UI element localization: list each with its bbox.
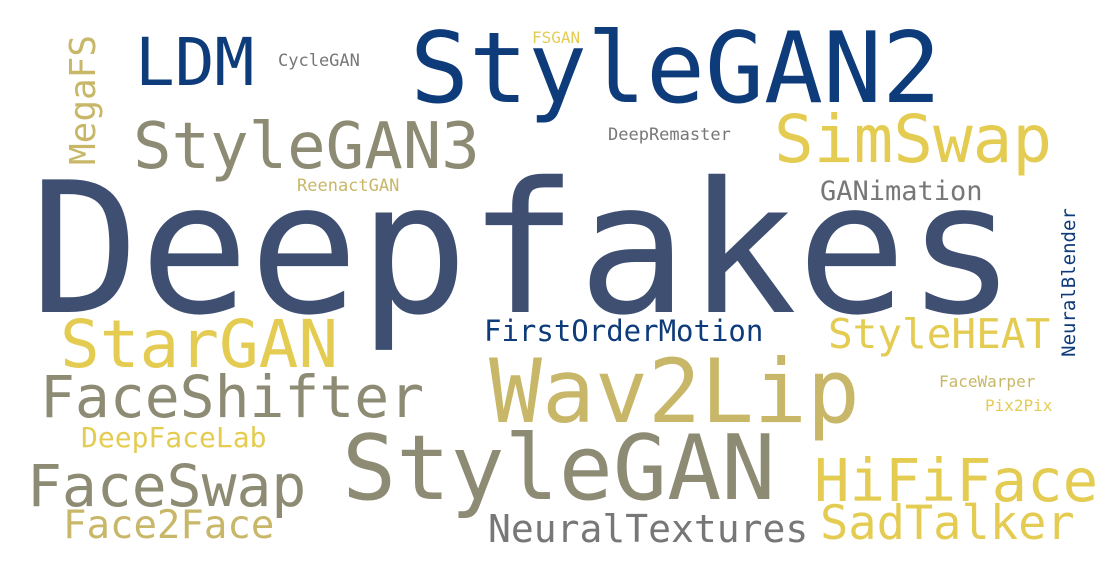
word-ldm: LDM bbox=[135, 24, 255, 101]
word-faceshifter: FaceShifter bbox=[40, 363, 425, 431]
word-faceswap: FaceSwap bbox=[27, 452, 307, 520]
word-wav2lip: Wav2Lip bbox=[489, 340, 860, 443]
word-face2face: Face2Face bbox=[63, 503, 275, 548]
word-reenactgan: ReenactGAN bbox=[297, 176, 400, 196]
word-fsgan: FSGAN bbox=[532, 28, 581, 47]
word-simswap: SimSwap bbox=[774, 101, 1053, 178]
word-pix2pix: Pix2Pix bbox=[985, 396, 1053, 415]
word-stylegan: StyleGAN bbox=[342, 416, 776, 521]
word-megafs: MegaFS bbox=[63, 34, 105, 166]
word-firstordermotion: FirstOrderMotion bbox=[484, 314, 764, 348]
word-deepremaster: DeepRemaster bbox=[608, 125, 731, 145]
word-facewarper: FaceWarper bbox=[939, 372, 1036, 391]
word-hififace: HiFiFace bbox=[814, 446, 1099, 515]
word-cyclegan: CycleGAN bbox=[278, 51, 360, 71]
word-stylehea: StyleHEAT bbox=[828, 310, 1051, 358]
word-stylegan3: StyleGAN3 bbox=[133, 110, 480, 184]
word-ganimation: GANimation bbox=[820, 176, 983, 207]
word-sadtalker: SadTalker bbox=[820, 496, 1075, 551]
word-neuraltextures: NeuralTextures bbox=[488, 507, 809, 551]
word-stargan: StarGAN bbox=[60, 306, 339, 383]
word-deepfakes: Deepfakes bbox=[30, 143, 1017, 355]
word-neuralblender: NeuralBlender bbox=[1057, 208, 1080, 357]
word-deepfacelab: DeepFaceLab bbox=[81, 421, 267, 454]
word-stylegan2: StyleGAN2 bbox=[410, 12, 942, 126]
